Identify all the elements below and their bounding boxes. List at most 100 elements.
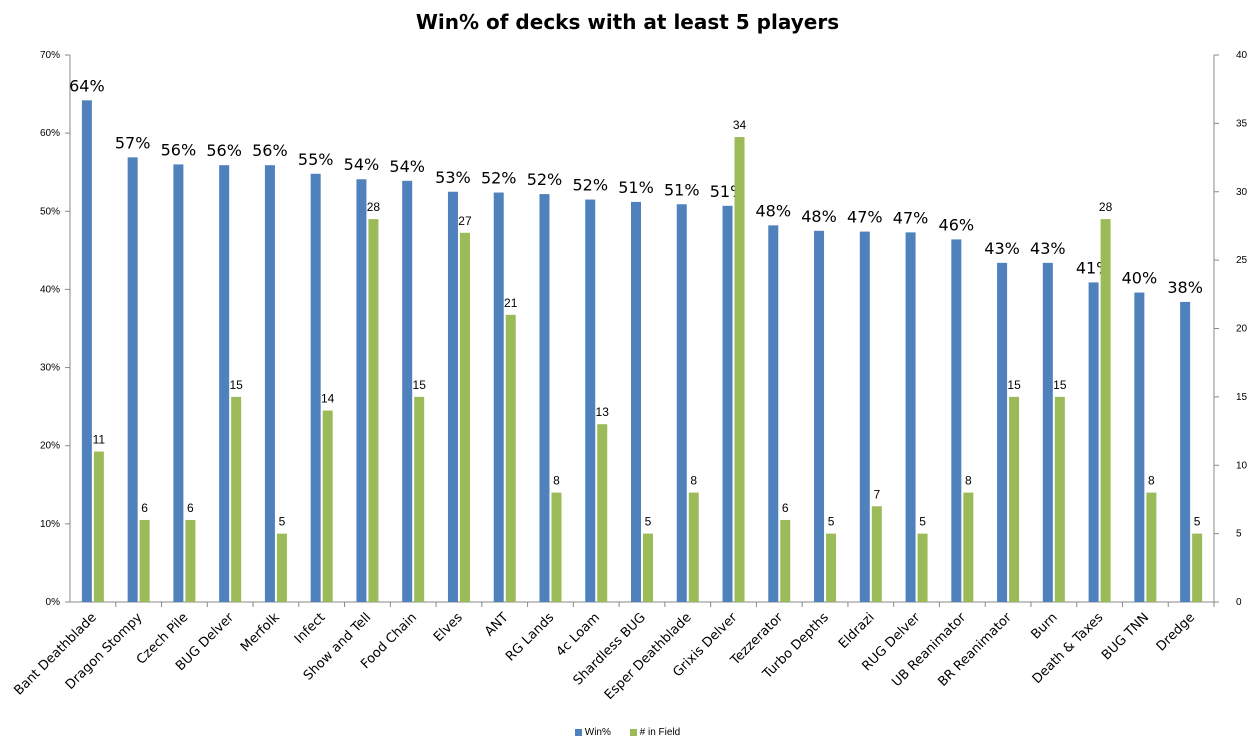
bar-win bbox=[1042, 262, 1053, 602]
bar-win bbox=[768, 225, 779, 602]
data-label-field: 8 bbox=[965, 474, 972, 488]
data-label-field: 5 bbox=[1194, 515, 1201, 529]
bar-field bbox=[414, 396, 425, 602]
category-label: Elves bbox=[431, 610, 466, 645]
data-label-field: 5 bbox=[919, 515, 926, 529]
y-right-tick-label: 10 bbox=[1236, 460, 1248, 471]
legend-swatch-win bbox=[574, 728, 582, 736]
bar-field bbox=[734, 137, 745, 603]
bar-field bbox=[1009, 396, 1020, 602]
data-label-win: 48% bbox=[801, 207, 837, 226]
y-left-tick-label: 60% bbox=[40, 128, 60, 139]
data-label-win: 47% bbox=[893, 208, 929, 227]
data-label-win: 56% bbox=[252, 141, 288, 160]
bar-win bbox=[127, 157, 138, 603]
data-label-win: 56% bbox=[206, 141, 242, 160]
data-label-field: 34 bbox=[733, 118, 747, 132]
data-label-win: 51% bbox=[664, 180, 700, 199]
bar-field bbox=[276, 533, 287, 602]
bar-field bbox=[505, 314, 516, 602]
bar-field bbox=[93, 451, 104, 602]
bar-field bbox=[1146, 492, 1157, 602]
category-label: Dragon Stompy bbox=[63, 610, 146, 693]
legend-label-field: # in Field bbox=[639, 727, 681, 738]
legend: Win% # in Field bbox=[0, 727, 1255, 738]
category-label: Dredge bbox=[1154, 610, 1198, 654]
y-right-tick-label: 35 bbox=[1236, 118, 1248, 129]
category-label: BUG TNN bbox=[1099, 610, 1152, 663]
bar-field bbox=[551, 492, 562, 602]
data-label-field: 14 bbox=[321, 392, 335, 406]
data-label-field: 13 bbox=[596, 405, 610, 419]
data-label-field: 8 bbox=[690, 474, 697, 488]
legend-swatch-field bbox=[629, 728, 637, 736]
y-right-tick-label: 40 bbox=[1236, 50, 1248, 61]
data-label-field: 21 bbox=[504, 296, 518, 310]
bar-win bbox=[310, 173, 321, 602]
bar-field bbox=[139, 519, 150, 602]
category-label: Eldrazi bbox=[836, 610, 878, 652]
y-left-tick-label: 10% bbox=[40, 519, 60, 530]
y-right-tick-label: 0 bbox=[1236, 597, 1242, 608]
bar-field bbox=[917, 533, 928, 602]
bar-field bbox=[368, 219, 379, 602]
data-label-win: 56% bbox=[161, 140, 197, 159]
bar-field bbox=[1100, 219, 1111, 602]
bar-win bbox=[997, 262, 1008, 602]
data-label-win: 54% bbox=[389, 157, 425, 176]
data-label-win: 53% bbox=[435, 168, 471, 187]
bar-win bbox=[722, 205, 733, 602]
data-label-win: 52% bbox=[527, 170, 563, 189]
category-label: ANT bbox=[482, 610, 511, 639]
bar-field bbox=[643, 533, 653, 602]
bar-field bbox=[1054, 396, 1065, 602]
data-label-win: 47% bbox=[847, 208, 883, 227]
data-label-field: 11 bbox=[93, 433, 106, 447]
y-right-tick-label: 15 bbox=[1236, 392, 1248, 403]
bar-win bbox=[1088, 282, 1099, 602]
y-left-tick-label: 0% bbox=[46, 597, 61, 608]
y-left-tick-label: 20% bbox=[40, 441, 60, 452]
bar-win bbox=[402, 180, 413, 602]
data-label-field: 15 bbox=[413, 378, 427, 392]
data-label-field: 5 bbox=[645, 515, 652, 529]
category-label: Burn bbox=[1028, 610, 1060, 642]
data-label-win: 46% bbox=[939, 215, 975, 234]
y-right-tick-label: 30 bbox=[1236, 187, 1248, 198]
bar-win bbox=[951, 239, 962, 602]
bar-win bbox=[81, 100, 92, 602]
y-left-tick-label: 50% bbox=[40, 206, 60, 217]
data-label-field: 27 bbox=[458, 214, 472, 228]
bar-field bbox=[871, 506, 882, 602]
bar-field bbox=[780, 519, 791, 602]
bar-win bbox=[585, 199, 596, 603]
data-label-win: 52% bbox=[481, 169, 517, 188]
data-label-win: 64% bbox=[69, 76, 105, 95]
bar-win bbox=[539, 194, 550, 602]
category-label: Merfolk bbox=[238, 610, 283, 655]
legend-item-field: # in Field bbox=[629, 727, 681, 738]
bar-win bbox=[356, 179, 367, 603]
category-label: RG Lands bbox=[503, 610, 557, 664]
data-label-field: 8 bbox=[1148, 474, 1155, 488]
data-label-field: 6 bbox=[782, 501, 789, 515]
data-label-field: 15 bbox=[1007, 378, 1021, 392]
data-label-field: 15 bbox=[1053, 378, 1067, 392]
data-label-win: 48% bbox=[755, 201, 791, 220]
bar-field bbox=[688, 492, 699, 602]
bar-win bbox=[1134, 292, 1145, 602]
data-label-field: 28 bbox=[1099, 200, 1113, 214]
data-label-field: 8 bbox=[553, 474, 560, 488]
legend-label-win: Win% bbox=[584, 727, 611, 738]
y-left-tick-label: 30% bbox=[40, 363, 60, 374]
bar-win bbox=[219, 165, 230, 602]
y-left-tick-label: 70% bbox=[40, 50, 60, 61]
bar-field bbox=[826, 533, 837, 602]
bar-win bbox=[447, 191, 458, 602]
bar-win bbox=[631, 201, 641, 602]
bar-win bbox=[676, 204, 687, 602]
data-label-win: 38% bbox=[1167, 278, 1203, 297]
data-label-win: 43% bbox=[1030, 239, 1066, 258]
data-label-field: 6 bbox=[187, 501, 194, 515]
